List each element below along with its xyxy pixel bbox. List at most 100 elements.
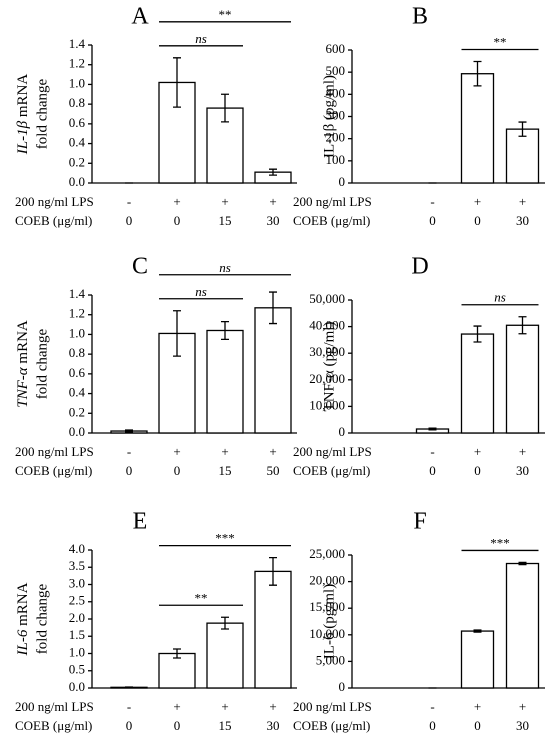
row-label: 200 ng/ml LPS — [293, 699, 372, 714]
row-value: 0 — [474, 213, 481, 228]
y-tick-label: 0.2 — [69, 404, 85, 419]
y-tick-label: 600 — [326, 41, 346, 56]
row-value: 0 — [474, 718, 481, 733]
error-bar — [518, 561, 527, 566]
row-value: + — [474, 444, 481, 459]
y-tick-label: 30,000 — [309, 344, 345, 359]
panel-label: E — [133, 509, 148, 535]
error-bar — [173, 648, 181, 659]
row-value: 30 — [516, 463, 529, 478]
y-tick-label: 500 — [326, 63, 346, 78]
row-value: 0 — [429, 213, 436, 228]
row-value: + — [519, 444, 526, 459]
y-axis-label-line2: fold change — [34, 583, 50, 654]
y-tick-label: 3.5 — [69, 558, 85, 573]
y-axis-label: IL-1β mRNA — [15, 74, 31, 156]
row-value: 30 — [516, 718, 529, 733]
row-value: 15 — [219, 463, 232, 478]
y-tick-label: 20,000 — [309, 573, 345, 588]
row-value: - — [430, 444, 434, 459]
error-bar — [473, 60, 482, 87]
y-tick-label: 0.0 — [69, 679, 85, 694]
significance-label: ** — [219, 7, 232, 22]
y-tick-label: 0.8 — [69, 95, 85, 110]
significance-label: *** — [215, 531, 235, 546]
y-tick-label: 0.5 — [69, 662, 85, 677]
row-value: 0 — [474, 463, 481, 478]
y-tick-label: 0.0 — [69, 424, 85, 439]
row-value: 0 — [174, 463, 181, 478]
row-value: + — [474, 194, 481, 209]
y-axis-label-rest: mRNA — [15, 582, 31, 629]
y-tick-label: 0.6 — [69, 365, 86, 380]
y-tick-label: 300 — [326, 107, 346, 122]
row-label: 200 ng/ml LPS — [15, 699, 94, 714]
row-value: 0 — [174, 718, 181, 733]
row-value: 30 — [267, 718, 280, 733]
row-value: + — [269, 444, 276, 459]
row-value: 0 — [126, 213, 133, 228]
bar — [460, 333, 495, 434]
row-value: + — [221, 194, 228, 209]
row-label: COEB (μg/ml) — [15, 463, 92, 478]
y-axis-label-gene: IL-1β — [15, 120, 31, 155]
row-label: 200 ng/ml LPS — [15, 444, 94, 459]
row-value: 30 — [267, 213, 280, 228]
bar — [254, 307, 292, 434]
bar — [460, 73, 495, 184]
row-value: 30 — [516, 213, 529, 228]
row-value: + — [221, 699, 228, 714]
y-tick-label: 0.8 — [69, 345, 85, 360]
significance-label: ** — [195, 590, 208, 605]
row-value: + — [519, 699, 526, 714]
row-value: - — [127, 194, 131, 209]
y-tick-label: 20,000 — [309, 371, 345, 386]
y-tick-label: 3.0 — [69, 575, 85, 590]
y-axis-label: IL-6 mRNA — [15, 582, 31, 656]
significance-label: ** — [494, 35, 507, 50]
y-tick-label: 0 — [339, 424, 346, 439]
y-tick-label: 1.2 — [69, 56, 85, 71]
bar — [206, 622, 244, 689]
y-tick-label: 0.2 — [69, 154, 85, 169]
row-value: 0 — [126, 718, 133, 733]
row-label: 200 ng/ml LPS — [293, 444, 372, 459]
row-value: + — [173, 194, 180, 209]
error-bar — [518, 121, 527, 137]
y-tick-label: 0.4 — [69, 385, 86, 400]
y-tick-label: 10,000 — [309, 397, 345, 412]
row-label: COEB (μg/ml) — [15, 718, 92, 733]
significance-label: ns — [219, 260, 231, 275]
y-tick-label: 1.0 — [69, 644, 85, 659]
y-tick-label: 1.0 — [69, 325, 85, 340]
row-label: 200 ng/ml LPS — [15, 194, 94, 209]
error-bar — [173, 310, 181, 357]
y-tick-label: 0 — [339, 679, 346, 694]
error-bar — [221, 320, 229, 341]
y-tick-label: 1.4 — [69, 36, 86, 51]
row-value: 0 — [429, 463, 436, 478]
error-bar — [428, 427, 437, 431]
bar — [505, 128, 540, 184]
error-bar — [518, 316, 527, 335]
row-value: + — [269, 699, 276, 714]
row-label: COEB (μg/ml) — [15, 213, 92, 228]
y-tick-label: 1.0 — [69, 75, 85, 90]
row-value: + — [474, 699, 481, 714]
error-bar — [125, 429, 133, 433]
y-tick-label: 5,000 — [316, 652, 345, 667]
row-label: COEB (μg/ml) — [293, 463, 370, 478]
panel-label: C — [132, 254, 148, 280]
row-label: COEB (μg/ml) — [293, 718, 370, 733]
error-bar — [473, 325, 482, 343]
panel-label: A — [131, 4, 149, 30]
row-value: 50 — [267, 463, 280, 478]
bar — [505, 324, 540, 434]
row-value: - — [430, 699, 434, 714]
row-value: - — [127, 444, 131, 459]
error-bar — [269, 556, 277, 586]
y-tick-label: 0.4 — [69, 135, 86, 150]
y-tick-label: 0 — [339, 174, 346, 189]
y-tick-label: 25,000 — [309, 546, 345, 561]
